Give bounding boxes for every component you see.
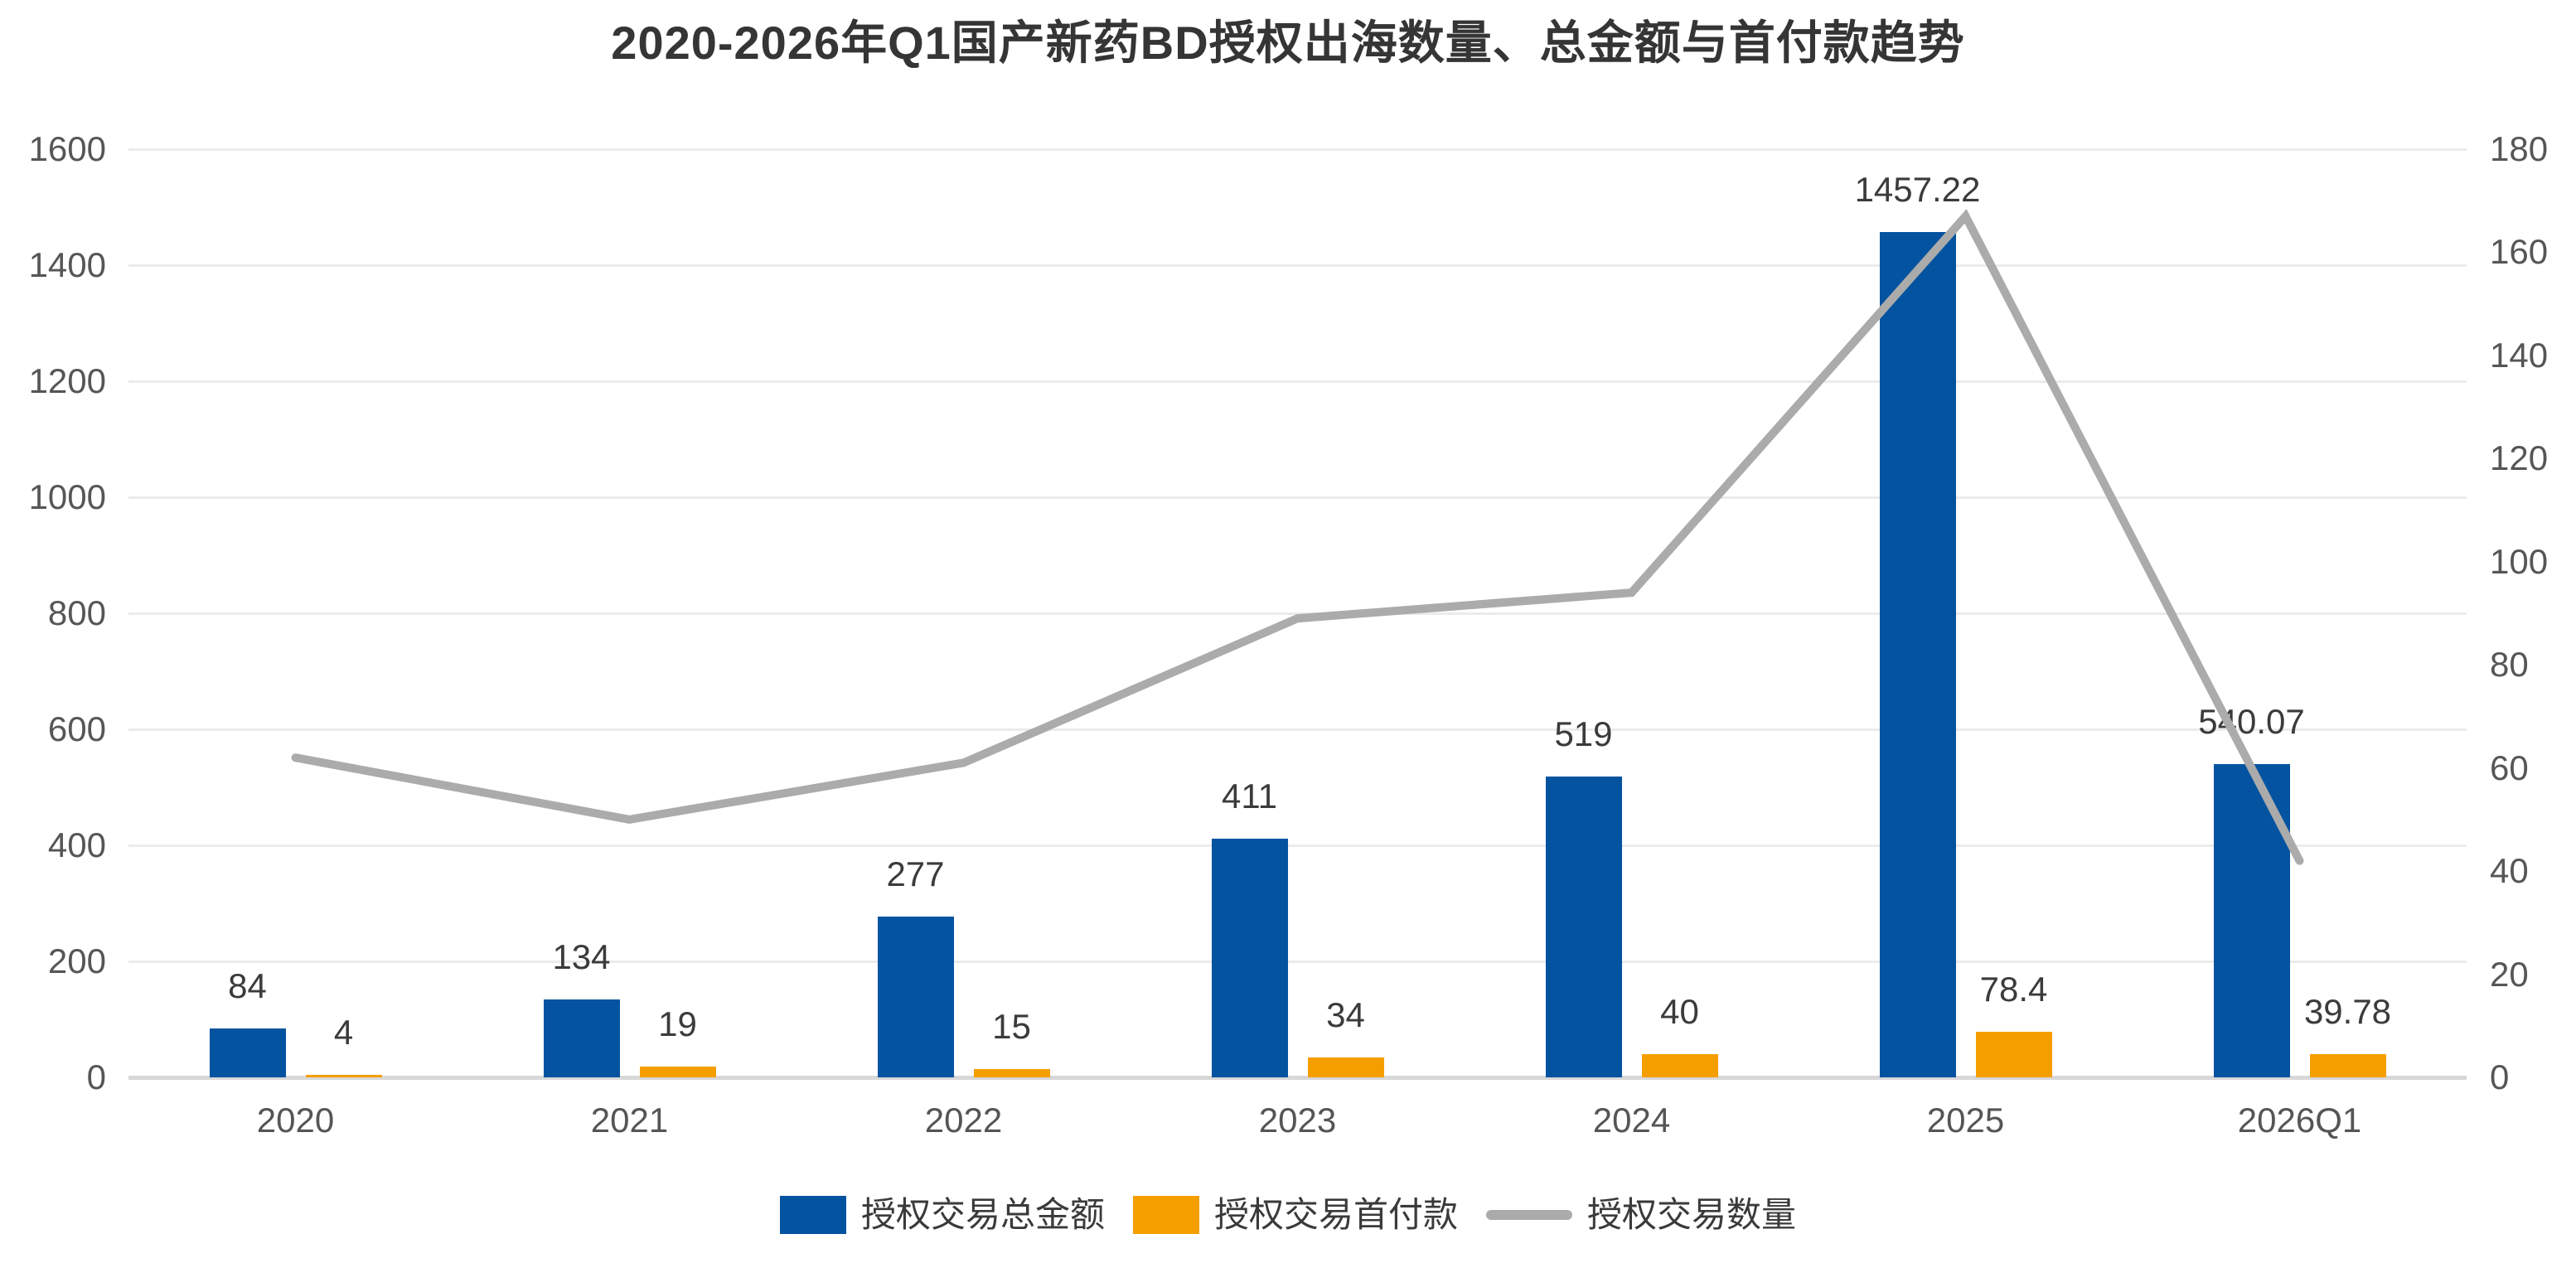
legend-swatch-upfront-payment — [1132, 1196, 1199, 1234]
bar-data-label: 40 — [1660, 992, 1699, 1031]
bar-data-label: 4 — [333, 1013, 354, 1052]
bar-upfront-payment — [1641, 1054, 1718, 1077]
x-axis-label: 2022 — [924, 1101, 1003, 1140]
bar-data-label: 34 — [1326, 995, 1365, 1035]
left-axis-tick: 0 — [86, 1057, 106, 1096]
legend-label-upfront-payment: 授权交易首付款 — [1213, 1195, 1458, 1234]
bar-upfront-payment — [973, 1068, 1050, 1077]
x-axis-label: 2020 — [256, 1101, 335, 1140]
bar-data-label: 39.78 — [2303, 992, 2392, 1032]
bar-total-amount — [1211, 839, 1288, 1077]
gridline — [128, 844, 2467, 847]
right-axis-tick: 180 — [2490, 129, 2549, 168]
bar-data-label: 1457.22 — [1854, 169, 1981, 209]
bar-data-label: 519 — [1554, 714, 1613, 753]
right-axis-tick: 100 — [2490, 541, 2549, 581]
bar-data-label: 411 — [1222, 777, 1277, 816]
legend-swatch-total-amount — [779, 1196, 846, 1234]
legend-label-total-amount: 授权交易总金额 — [860, 1195, 1105, 1234]
gridline — [128, 496, 2467, 499]
bar-total-amount — [877, 917, 954, 1077]
right-axis-tick: 80 — [2490, 645, 2529, 685]
bar-data-label: 277 — [886, 854, 945, 894]
gridline — [128, 728, 2467, 731]
legend: 授权交易总金额 授权交易首付款 授权交易数量 — [0, 1190, 2576, 1240]
x-axis-label: 2024 — [1592, 1101, 1671, 1140]
left-axis-tick: 1000 — [28, 477, 106, 516]
left-axis-tick: 200 — [47, 941, 106, 980]
right-axis-tick: 40 — [2490, 851, 2529, 891]
right-axis-tick: 20 — [2490, 954, 2529, 994]
right-axis-tick: 140 — [2490, 335, 2549, 375]
deal-count-line — [291, 209, 2304, 865]
bar-upfront-payment — [1975, 1032, 2052, 1077]
gridline — [128, 264, 2467, 267]
legend-line-swatch-deal-count — [1486, 1210, 1572, 1220]
x-axis-line — [128, 1076, 2467, 1080]
legend-item-upfront-payment[interactable]: 授权交易首付款 — [1132, 1193, 1458, 1236]
bar-total-amount — [543, 999, 620, 1077]
left-axis-tick: 800 — [47, 593, 106, 632]
legend-item-total-amount[interactable]: 授权交易总金额 — [779, 1193, 1105, 1236]
legend-label-deal-count: 授权交易数量 — [1587, 1195, 1797, 1234]
bar-total-amount — [209, 1028, 286, 1077]
bar-upfront-payment — [1307, 1057, 1384, 1077]
gridline — [128, 960, 2467, 963]
left-axis-tick: 1400 — [28, 245, 106, 284]
bar-total-amount — [1879, 231, 1956, 1077]
x-axis-label: 2023 — [1258, 1101, 1337, 1140]
gridline — [128, 148, 2467, 151]
left-axis-tick: 400 — [47, 825, 106, 864]
bar-upfront-payment — [639, 1066, 716, 1077]
right-axis-tick: 160 — [2490, 232, 2549, 272]
legend-item-deal-count[interactable]: 授权交易数量 — [1486, 1193, 1796, 1236]
left-axis-tick: 1600 — [28, 129, 106, 168]
x-axis-label: 2021 — [590, 1101, 669, 1140]
right-axis-tick: 120 — [2490, 438, 2549, 478]
left-axis-tick: 1200 — [28, 361, 106, 400]
bar-data-label: 84 — [228, 966, 267, 1006]
chart-title: 2020-2026年Q1国产新药BD授权出海数量、总金额与首付款趋势 — [611, 17, 1965, 69]
bar-upfront-payment — [305, 1075, 382, 1078]
left-axis-tick: 600 — [47, 709, 106, 748]
right-axis-tick: 60 — [2490, 748, 2529, 787]
bar-data-label: 540.07 — [2198, 701, 2305, 741]
bar-data-label: 15 — [992, 1006, 1031, 1046]
bar-upfront-payment — [2309, 1054, 2386, 1077]
gridline — [128, 380, 2467, 383]
x-axis-label: 2026Q1 — [2237, 1101, 2362, 1140]
bar-data-label: 134 — [552, 937, 611, 977]
bar-data-label: 78.4 — [1979, 970, 2048, 1009]
x-axis-label: 2025 — [1926, 1101, 2005, 1140]
bar-data-label: 19 — [658, 1004, 697, 1043]
gridline — [128, 612, 2467, 615]
right-axis-tick: 0 — [2490, 1057, 2510, 1096]
bar-total-amount — [1545, 776, 1622, 1077]
